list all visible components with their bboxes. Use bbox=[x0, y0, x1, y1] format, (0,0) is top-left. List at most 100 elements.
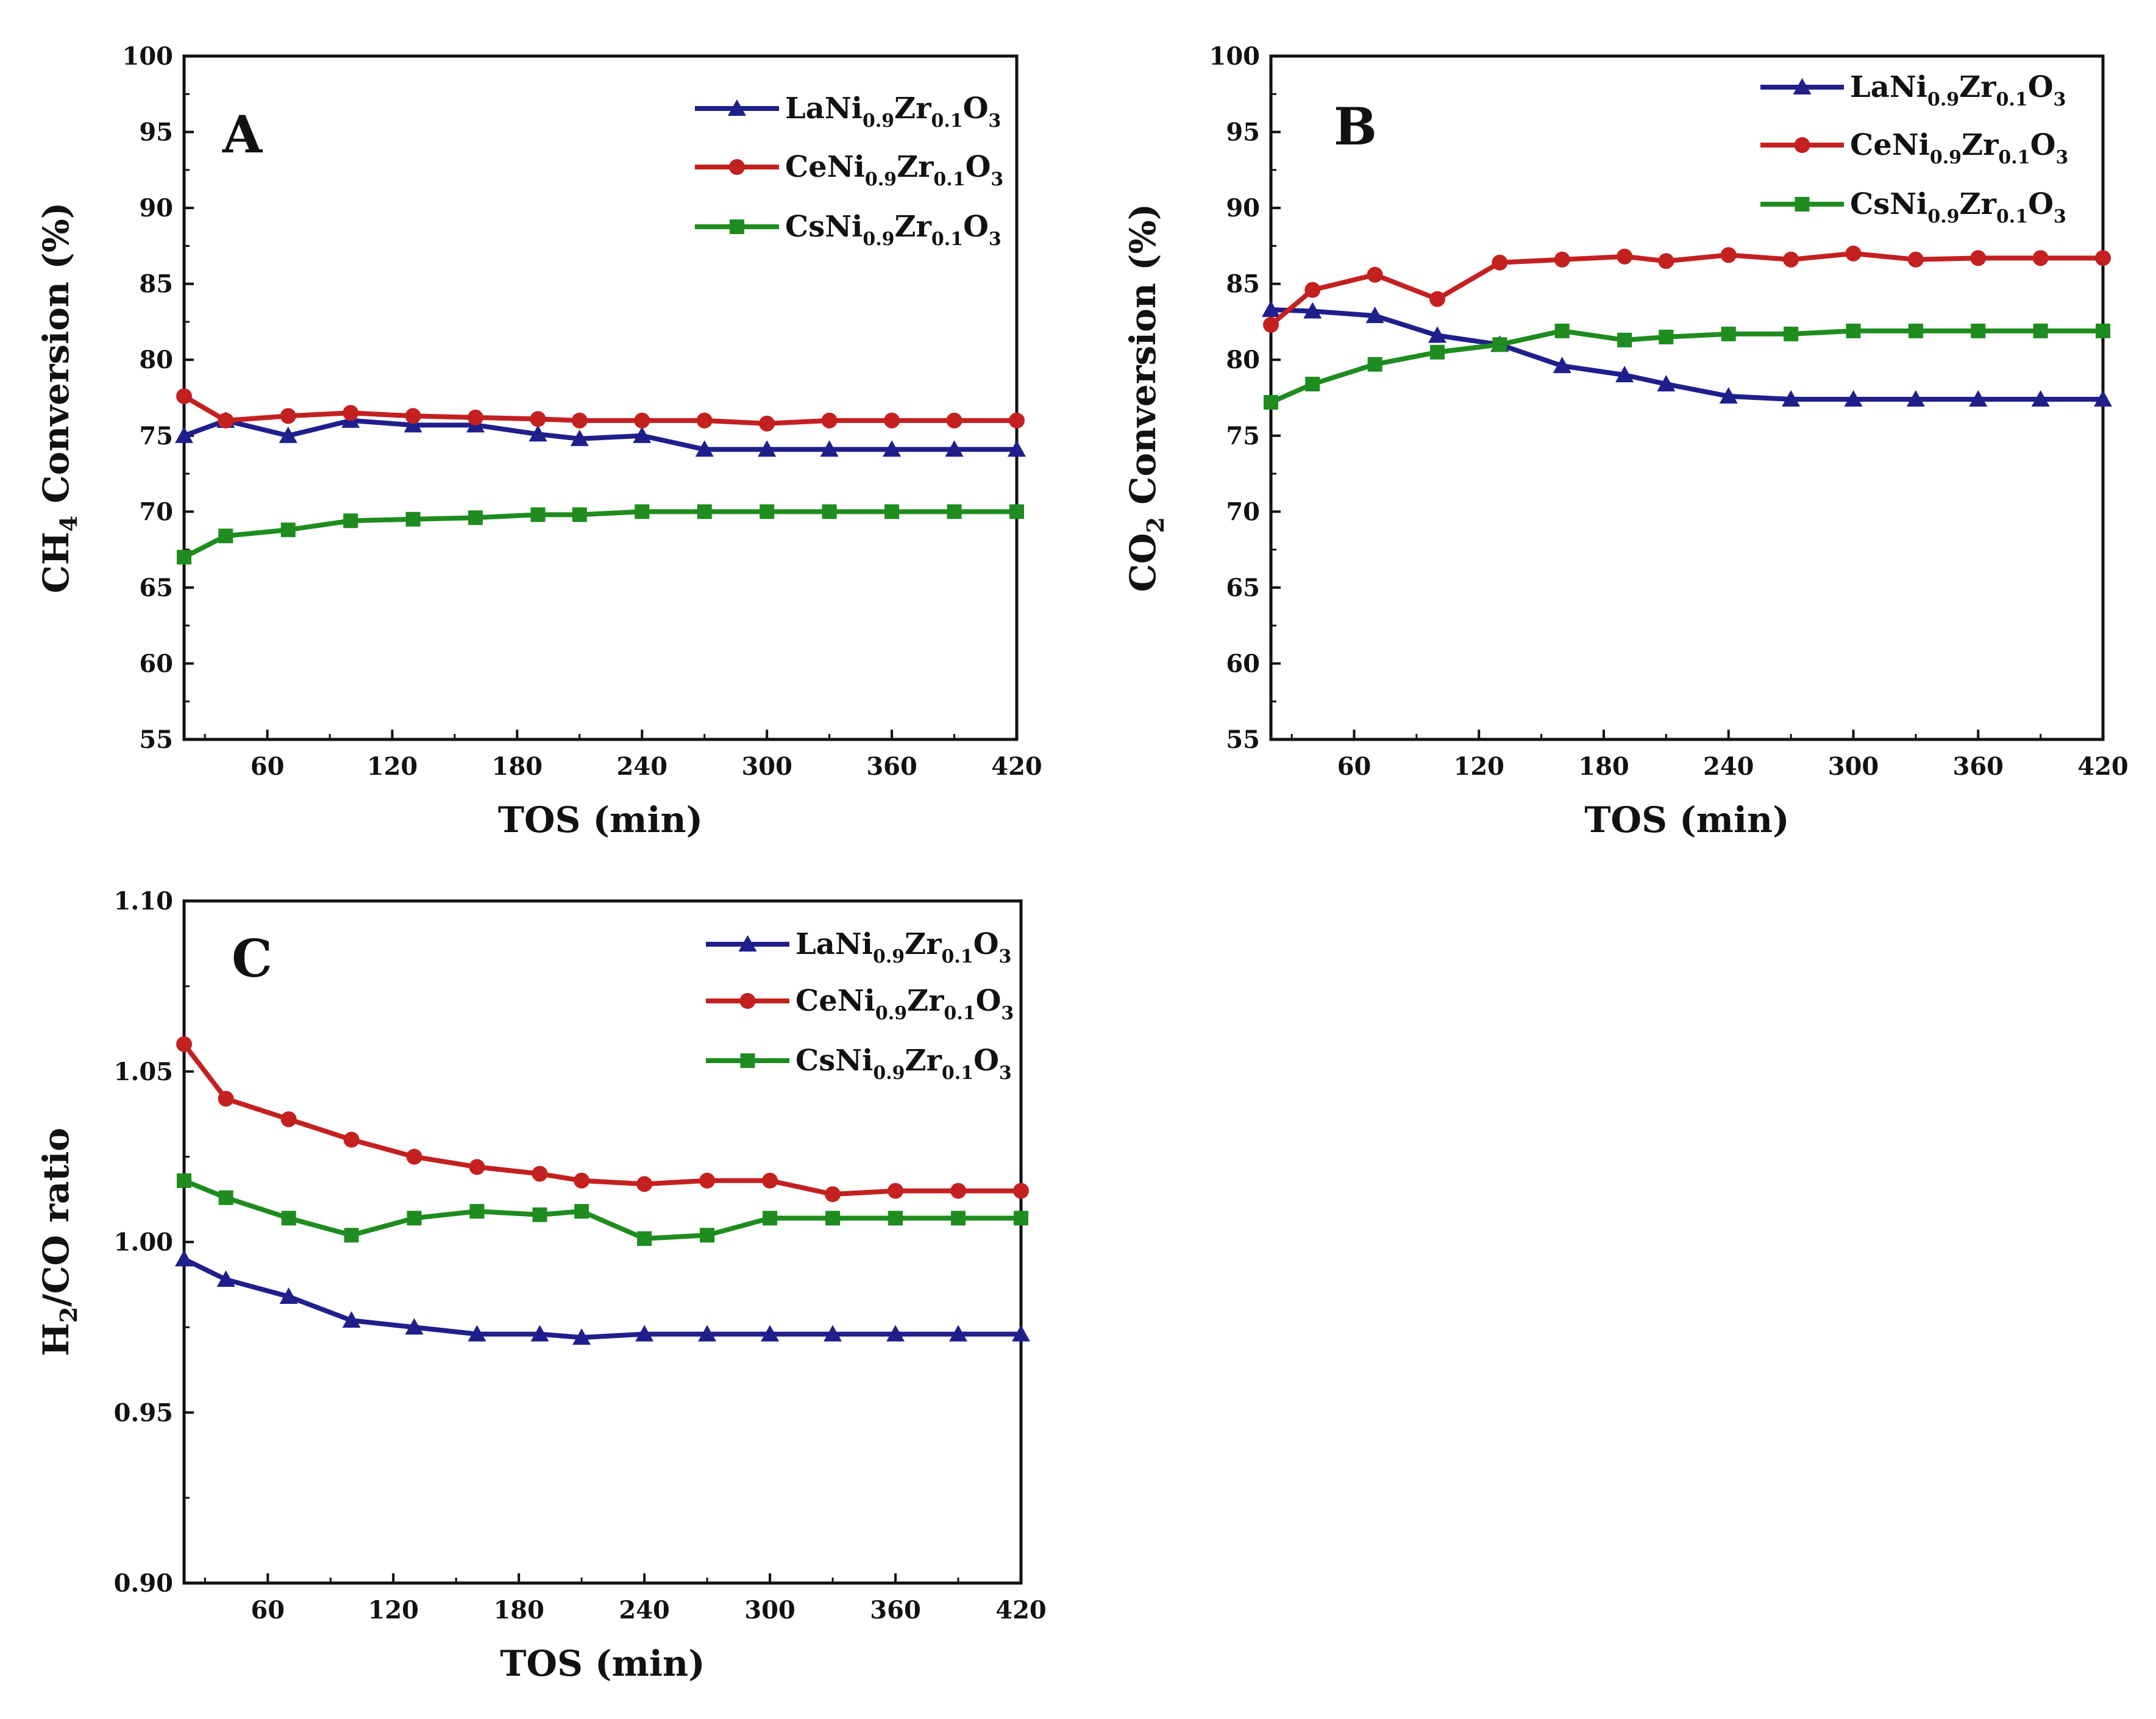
x-tick-label: 120 bbox=[1454, 752, 1505, 781]
legend-entry: CeNi0.9Zr0.1O3 bbox=[695, 150, 1003, 190]
legend-label: LaNi0.9Zr0.1O3 bbox=[1850, 70, 2066, 110]
series-square bbox=[177, 1173, 1028, 1246]
data-point bbox=[945, 440, 964, 457]
data-point bbox=[951, 1211, 966, 1226]
data-point bbox=[1617, 248, 1633, 265]
data-point bbox=[1784, 326, 1799, 341]
data-point bbox=[405, 511, 421, 527]
data-point bbox=[1659, 329, 1674, 344]
data-point bbox=[1554, 251, 1570, 268]
chart-panel-a: 55 60 65 70 75 80 85 90 95 100 60 120 180 240 300 360 42… bbox=[35, 42, 1042, 841]
data-point bbox=[699, 1172, 716, 1189]
data-point bbox=[888, 1211, 903, 1226]
chart-panel-b: 55 60 65 70 75 80 85 90 95 100 60 120 180 240 300 360 42… bbox=[1122, 42, 2129, 841]
y-tick-label: 55 bbox=[139, 725, 173, 754]
data-point bbox=[1906, 390, 1925, 407]
data-point bbox=[1783, 251, 1799, 268]
data-point bbox=[2096, 323, 2110, 338]
data-point bbox=[695, 440, 714, 457]
data-point bbox=[1009, 504, 1024, 519]
y-tick-label: 75 bbox=[139, 422, 173, 450]
x-axis-title: TOS (min) bbox=[1584, 799, 1789, 841]
x-tick-label: 240 bbox=[619, 1596, 670, 1625]
data-point bbox=[1907, 251, 1924, 268]
data-point bbox=[1846, 323, 1861, 338]
data-point bbox=[570, 429, 589, 446]
data-point bbox=[886, 1325, 905, 1342]
data-point bbox=[946, 412, 962, 429]
y-axis-title: H2/CO ratio bbox=[35, 1128, 82, 1356]
data-point bbox=[404, 416, 422, 433]
x-tick-label: 120 bbox=[368, 1596, 419, 1625]
legend-label: CeNi0.9Zr0.1O3 bbox=[785, 150, 1003, 190]
y-tick-label: 1.05 bbox=[114, 1058, 173, 1086]
y-tick-label: 85 bbox=[139, 270, 173, 299]
data-point bbox=[1720, 247, 1737, 263]
data-point bbox=[763, 1211, 778, 1226]
data-point bbox=[574, 1172, 590, 1189]
data-point bbox=[825, 1211, 841, 1226]
y-tick-label: 0.90 bbox=[114, 1569, 173, 1598]
data-point bbox=[528, 425, 547, 442]
data-point bbox=[635, 504, 650, 519]
legend-entry: CsNi0.9Zr0.1O3 bbox=[706, 1044, 1012, 1084]
data-point bbox=[405, 1318, 424, 1335]
data-point bbox=[2032, 250, 2049, 266]
data-point bbox=[571, 412, 588, 429]
y-tick-label: 70 bbox=[139, 497, 173, 526]
data-point bbox=[1970, 250, 1987, 266]
x-tick-label: 240 bbox=[617, 752, 668, 781]
y-tick-label: 65 bbox=[1226, 574, 1260, 602]
series-triangle bbox=[1262, 301, 2112, 407]
data-point bbox=[175, 426, 193, 443]
plot-frame bbox=[182, 54, 1019, 741]
data-point bbox=[1657, 375, 1676, 392]
panel-letter: A bbox=[222, 104, 263, 165]
x-tick-label: 360 bbox=[866, 752, 917, 781]
data-point bbox=[633, 426, 652, 443]
series-circle bbox=[176, 388, 1025, 432]
data-point bbox=[281, 1211, 296, 1226]
y-tick-label: 60 bbox=[139, 649, 173, 678]
y-tick-label: 90 bbox=[1226, 194, 1260, 222]
data-point bbox=[1615, 366, 1634, 383]
data-point bbox=[468, 510, 483, 525]
x-tick-label: 60 bbox=[251, 752, 285, 781]
data-point bbox=[700, 1228, 715, 1243]
x-tick-label: 240 bbox=[1703, 752, 1754, 781]
data-point bbox=[1305, 377, 1320, 392]
legend-entry: CsNi0.9Zr0.1O3 bbox=[695, 210, 1002, 250]
x-tick-label: 120 bbox=[367, 752, 418, 781]
x-tick-label: 60 bbox=[251, 1596, 285, 1625]
data-point bbox=[1012, 1325, 1030, 1342]
x-tick-label: 180 bbox=[493, 1596, 544, 1625]
data-point bbox=[343, 405, 359, 421]
data-point bbox=[177, 550, 191, 565]
legend-marker bbox=[740, 1053, 755, 1068]
data-point bbox=[637, 1231, 652, 1246]
y-tick-label: 95 bbox=[1226, 118, 1260, 147]
data-point bbox=[1554, 323, 1570, 338]
data-point bbox=[574, 1204, 589, 1219]
legend-entry: LaNi0.9Zr0.1O3 bbox=[695, 91, 1001, 132]
data-point bbox=[1367, 266, 1383, 283]
data-point bbox=[635, 1325, 654, 1342]
data-point bbox=[884, 504, 900, 519]
legend-marker bbox=[730, 219, 744, 234]
legend-marker bbox=[1793, 78, 1812, 94]
data-point bbox=[822, 504, 837, 519]
x-tick-label: 360 bbox=[870, 1596, 921, 1625]
data-point bbox=[280, 408, 296, 424]
data-point bbox=[572, 507, 587, 522]
legend-entry: CeNi0.9Zr0.1O3 bbox=[1760, 128, 2068, 168]
legend-label: CeNi0.9Zr0.1O3 bbox=[1850, 128, 2068, 168]
data-point bbox=[1365, 306, 1384, 323]
legend-label: LaNi0.9Zr0.1O3 bbox=[785, 91, 1001, 132]
data-point bbox=[1969, 390, 1988, 407]
data-point bbox=[1014, 1211, 1028, 1226]
x-tick-label: 360 bbox=[1953, 752, 2004, 781]
legend-marker bbox=[728, 99, 746, 116]
data-point bbox=[344, 1228, 359, 1243]
data-point bbox=[1428, 326, 1446, 343]
